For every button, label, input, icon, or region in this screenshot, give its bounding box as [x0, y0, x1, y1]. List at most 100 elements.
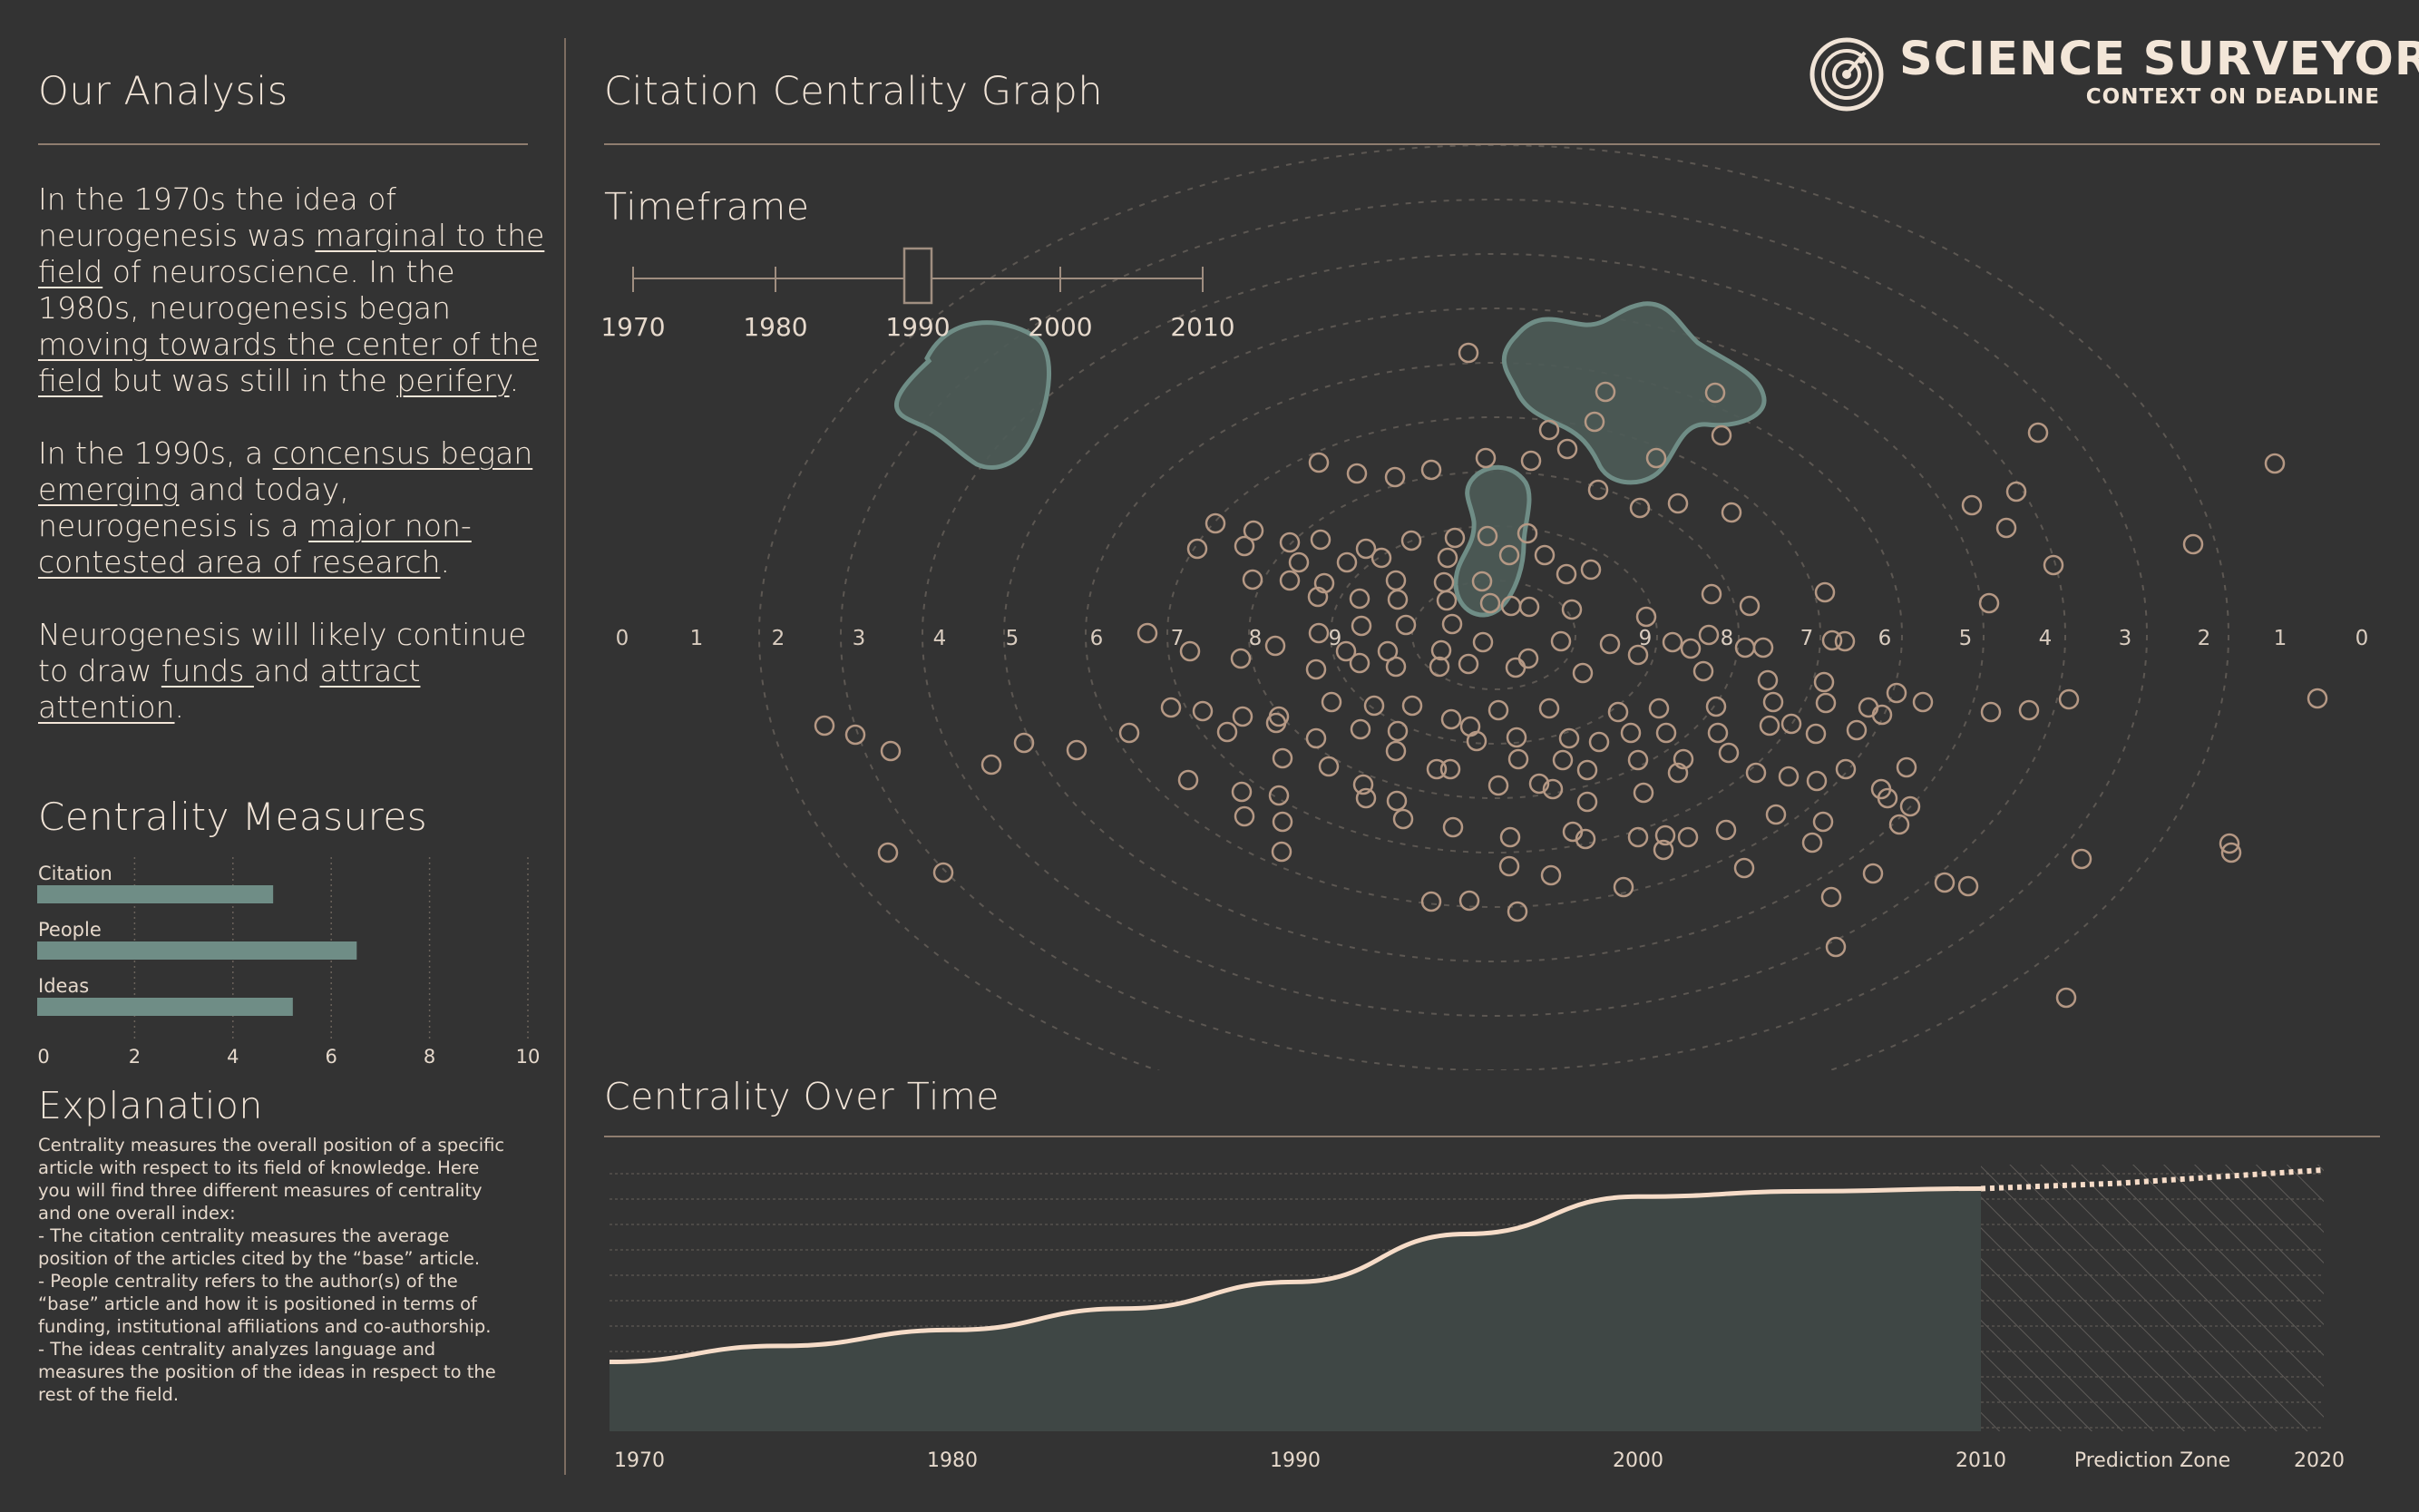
- article-dot[interactable]: [1629, 497, 1651, 519]
- link-attract-attention[interactable]: attract attention: [38, 653, 421, 725]
- article-dot[interactable]: [1471, 571, 1493, 592]
- article-dot[interactable]: [1576, 791, 1598, 813]
- article-dot[interactable]: [1813, 671, 1835, 693]
- article-dot[interactable]: [1961, 494, 1983, 516]
- article-dot[interactable]: [1538, 419, 1560, 441]
- article-dot[interactable]: [1444, 527, 1466, 549]
- article-dot[interactable]: [1363, 695, 1385, 717]
- link-perifery[interactable]: perifery: [396, 363, 510, 398]
- article-dot[interactable]: [1704, 382, 1726, 404]
- article-dot[interactable]: [1607, 701, 1629, 723]
- article-dot[interactable]: [1648, 697, 1670, 719]
- article-dot[interactable]: [1877, 787, 1898, 809]
- article-dot[interactable]: [1318, 756, 1340, 777]
- article-dot[interactable]: [1858, 697, 1879, 718]
- article-dot[interactable]: [1441, 613, 1463, 635]
- article-dot[interactable]: [1426, 758, 1448, 780]
- article-dot[interactable]: [1498, 544, 1520, 566]
- article-dot[interactable]: [1780, 713, 1802, 735]
- timeline-year-1970[interactable]: 1970: [600, 312, 665, 342]
- article-dot[interactable]: [1896, 756, 1917, 778]
- article-dot[interactable]: [880, 740, 902, 762]
- link-major-area[interactable]: major non-contested area of research: [38, 508, 472, 580]
- article-dot[interactable]: [2071, 848, 2092, 870]
- article-dot[interactable]: [1355, 538, 1377, 560]
- article-dot[interactable]: [2264, 453, 2286, 474]
- article-dot[interactable]: [1272, 811, 1293, 833]
- timeline-year-1980[interactable]: 1980: [743, 312, 807, 342]
- article-dot[interactable]: [1355, 787, 1377, 809]
- article-dot[interactable]: [1420, 891, 1442, 912]
- article-dot[interactable]: [1458, 653, 1479, 675]
- article-dot[interactable]: [1272, 747, 1293, 769]
- article-dot[interactable]: [1815, 692, 1837, 714]
- article-dot[interactable]: [1613, 876, 1634, 898]
- article-dot[interactable]: [1230, 648, 1252, 669]
- article-dot[interactable]: [1377, 640, 1399, 662]
- article-dot[interactable]: [1506, 727, 1527, 748]
- article-dot[interactable]: [1136, 622, 1158, 644]
- article-dot[interactable]: [1912, 691, 1934, 713]
- article-dot[interactable]: [1234, 805, 1255, 827]
- article-dot[interactable]: [1477, 525, 1498, 547]
- article-dot[interactable]: [1466, 730, 1487, 752]
- article-dot[interactable]: [1698, 624, 1720, 646]
- article-dot[interactable]: [1400, 530, 1422, 551]
- article-dot[interactable]: [1718, 742, 1740, 764]
- article-dot[interactable]: [1980, 701, 2002, 723]
- article-dot[interactable]: [1313, 572, 1335, 594]
- article-dot[interactable]: [1179, 640, 1201, 662]
- article-dot[interactable]: [1234, 535, 1255, 557]
- article-dot[interactable]: [1711, 424, 1732, 446]
- article-dot[interactable]: [1013, 732, 1035, 754]
- article-dot[interactable]: [1520, 450, 1542, 472]
- article-dot[interactable]: [1599, 633, 1621, 655]
- article-dot[interactable]: [1715, 819, 1737, 841]
- article-dot[interactable]: [2027, 422, 2049, 444]
- article-dot[interactable]: [1620, 722, 1642, 744]
- article-dot[interactable]: [877, 842, 899, 863]
- article-dot[interactable]: [1205, 512, 1226, 534]
- article-dot[interactable]: [1556, 563, 1577, 585]
- article-dot[interactable]: [2055, 987, 2077, 1009]
- article-dot[interactable]: [1231, 781, 1253, 803]
- article-dot[interactable]: [1805, 723, 1827, 745]
- article-dot[interactable]: [1437, 547, 1458, 569]
- article-dot[interactable]: [1279, 532, 1301, 553]
- article-dot[interactable]: [1825, 936, 1847, 958]
- article-dot[interactable]: [1271, 841, 1292, 863]
- article-dot[interactable]: [1834, 630, 1856, 652]
- article-dot[interactable]: [2219, 833, 2240, 854]
- article-dot[interactable]: [1351, 615, 1372, 637]
- article-dot[interactable]: [1627, 749, 1649, 771]
- cluster-blob[interactable]: [1453, 464, 1532, 618]
- article-dot[interactable]: [1734, 637, 1756, 658]
- article-dot[interactable]: [1507, 748, 1529, 770]
- article-dot[interactable]: [1627, 826, 1649, 848]
- article-dot[interactable]: [980, 754, 1002, 776]
- article-dot[interactable]: [1386, 790, 1408, 812]
- article-dot[interactable]: [814, 715, 835, 736]
- article-dot[interactable]: [1899, 795, 1921, 817]
- article-dot[interactable]: [1677, 826, 1699, 848]
- article-dot[interactable]: [1733, 857, 1755, 879]
- article-dot[interactable]: [1654, 824, 1676, 846]
- article-dot[interactable]: [1667, 762, 1689, 784]
- article-dot[interactable]: [1307, 586, 1329, 608]
- article-dot[interactable]: [1721, 502, 1742, 523]
- article-dot[interactable]: [1801, 832, 1823, 854]
- article-dot[interactable]: [1862, 863, 1884, 884]
- article-dot[interactable]: [2058, 688, 2080, 710]
- article-dot[interactable]: [1820, 886, 1842, 908]
- article-dot[interactable]: [1556, 438, 1578, 460]
- article-dot[interactable]: [1392, 808, 1414, 830]
- article-dot[interactable]: [1934, 872, 1956, 893]
- article-dot[interactable]: [1595, 381, 1616, 403]
- article-dot[interactable]: [1575, 828, 1596, 850]
- article-dot[interactable]: [1534, 544, 1556, 566]
- article-dot[interactable]: [1500, 595, 1522, 617]
- article-dot[interactable]: [1265, 712, 1287, 734]
- article-dot[interactable]: [1192, 700, 1214, 722]
- article-dot[interactable]: [1499, 826, 1521, 848]
- article-dot[interactable]: [1655, 722, 1677, 744]
